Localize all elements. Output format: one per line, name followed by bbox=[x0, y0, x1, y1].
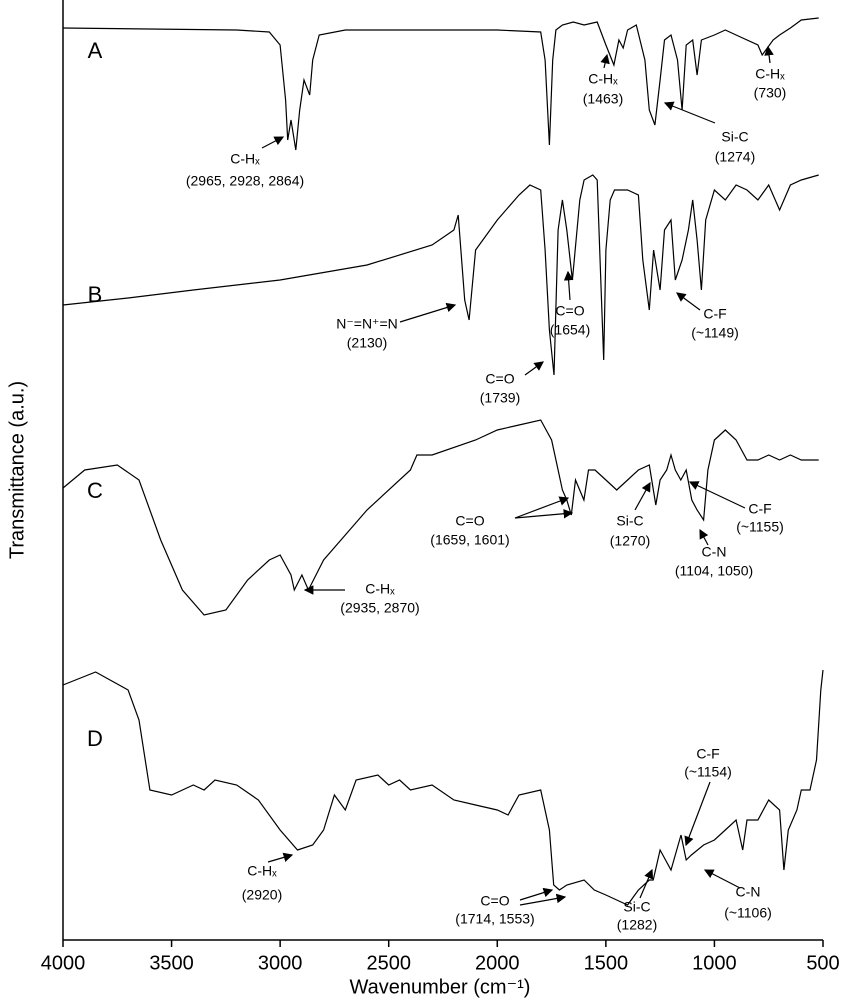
x-tick-label: 4000 bbox=[41, 952, 86, 974]
annotation-arrow bbox=[699, 528, 709, 546]
annotation-text: (~1149) bbox=[691, 325, 739, 341]
annotation-arrow bbox=[688, 481, 746, 509]
series-label: B bbox=[88, 282, 103, 307]
annotation-arrow bbox=[600, 53, 610, 69]
annotation-text: C=O bbox=[485, 371, 514, 387]
annotation-arrow bbox=[514, 496, 570, 519]
annotation-arrow bbox=[261, 136, 285, 149]
annotation-text: (~1106) bbox=[724, 905, 772, 921]
annotation-text: (1270) bbox=[610, 533, 650, 549]
spectrum-line bbox=[62, 419, 819, 616]
annotation-text: C-Hₓ bbox=[365, 581, 395, 597]
annotation-text: (1104, 1050) bbox=[675, 563, 753, 579]
x-tick-label: 1500 bbox=[584, 952, 629, 974]
x-tick-label: 3000 bbox=[258, 952, 303, 974]
annotation-arrow bbox=[634, 481, 651, 511]
annotation-text: Si-C bbox=[623, 899, 650, 915]
annotation-text: (1739) bbox=[480, 390, 520, 406]
series-label: D bbox=[87, 726, 103, 751]
spectrum-line bbox=[62, 669, 824, 906]
x-tick-label: 3500 bbox=[149, 952, 194, 974]
annotation-arrow bbox=[663, 101, 716, 124]
x-tick-label: 2500 bbox=[366, 952, 411, 974]
annotation-text: C-F bbox=[696, 746, 719, 762]
annotation-text: (~1154) bbox=[684, 764, 732, 780]
annotation-text: (1274) bbox=[715, 149, 755, 165]
annotation-arrow bbox=[519, 887, 554, 901]
annotation-arrow bbox=[519, 893, 567, 906]
annotation-arrow bbox=[684, 781, 711, 847]
annotation-text: (2920) bbox=[242, 887, 282, 903]
annotation-text: (2130) bbox=[347, 335, 387, 351]
annotation-text: Si-C bbox=[616, 513, 643, 529]
annotation-arrow bbox=[563, 270, 574, 301]
annotation-arrow bbox=[524, 361, 544, 376]
annotation-text: C-Hₓ bbox=[755, 66, 785, 82]
x-tick-label: 500 bbox=[806, 952, 839, 974]
series-label: C bbox=[87, 478, 103, 503]
x-axis-title: Wavenumber (cm⁻¹) bbox=[350, 976, 531, 998]
annotation-text: N⁻=N⁺=N bbox=[336, 316, 397, 332]
annotation-text: (1659, 1601) bbox=[430, 532, 509, 548]
annotation-text: C=O bbox=[480, 893, 509, 909]
annotation-text: Si-C bbox=[721, 129, 748, 145]
spectrum-line bbox=[62, 17, 819, 151]
annotation-text: (730) bbox=[754, 85, 787, 101]
annotation-arrow bbox=[764, 45, 774, 64]
annotation-text: C=O bbox=[555, 303, 584, 319]
annotation-arrow bbox=[267, 852, 294, 863]
y-axis-title: Transmittance (a.u.) bbox=[6, 381, 28, 559]
annotation-arrow bbox=[514, 508, 574, 519]
annotation-text: (1463) bbox=[583, 91, 623, 107]
annotation-text: (2965, 2928, 2864) bbox=[186, 173, 304, 189]
annotation-arrow bbox=[639, 868, 654, 899]
spectrum-line bbox=[62, 174, 819, 376]
annotation-arrow bbox=[399, 302, 457, 323]
series-label: A bbox=[88, 38, 103, 63]
annotation-text: C-N bbox=[702, 544, 727, 560]
annotation-text: C-N bbox=[736, 884, 761, 900]
annotation-text: C=O bbox=[455, 513, 484, 529]
x-tick-label: 2000 bbox=[475, 952, 520, 974]
annotation-text: C-Hₓ bbox=[230, 151, 260, 167]
annotation-text: C-F bbox=[748, 501, 771, 517]
annotation-text: C-F bbox=[703, 306, 726, 322]
annotation-text: C-Hₓ bbox=[588, 71, 618, 87]
annotation-text: (1654) bbox=[550, 322, 590, 338]
annotation-text: (~1155) bbox=[736, 519, 784, 535]
annotation-text: C-Hₓ bbox=[247, 863, 277, 879]
annotation-arrow bbox=[703, 869, 741, 889]
annotation-text: (1714, 1553) bbox=[455, 911, 534, 927]
x-tick-label: 1000 bbox=[692, 952, 737, 974]
annotation-text: (2935, 2870) bbox=[340, 600, 419, 616]
annotation-text: (1282) bbox=[617, 917, 657, 933]
annotation-arrow bbox=[676, 292, 701, 311]
